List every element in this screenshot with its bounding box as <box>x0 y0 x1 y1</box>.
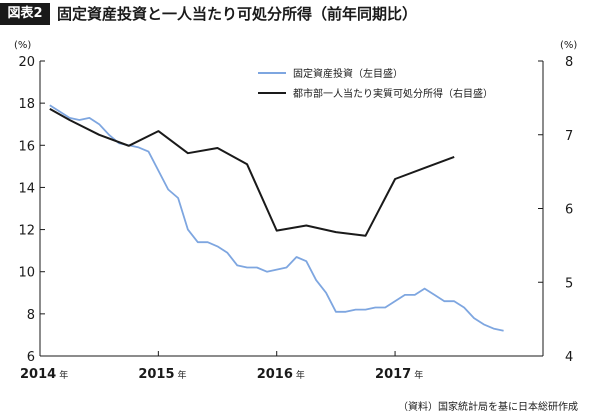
right-tick-label: 6 <box>565 203 573 218</box>
right-tick-label: 7 <box>565 129 573 144</box>
x-tick-label: 2015 年 <box>138 367 186 382</box>
year-suffix: 年 <box>178 369 187 381</box>
series-layer <box>49 104 504 332</box>
year-suffix: 年 <box>296 369 305 381</box>
left-tick-label: 18 <box>18 97 35 112</box>
year-suffix: 年 <box>414 369 423 381</box>
x-tick-label: 2016 年 <box>257 367 305 382</box>
fixed-asset-series-line <box>49 104 504 332</box>
income-series-line <box>49 108 455 237</box>
year-number: 2017 <box>375 367 411 382</box>
left-tick-label: 8 <box>27 308 35 323</box>
right-tick-label: 5 <box>565 276 573 291</box>
source-note: （資料）国家統計局を基に日本総研作成 <box>398 400 578 413</box>
left-tick-label: 6 <box>27 350 35 365</box>
left-tick-label: 16 <box>18 139 35 154</box>
year-number: 2014 <box>20 367 56 382</box>
x-tick-label: 2017 年 <box>375 367 423 382</box>
left-axis-unit: (%) <box>14 40 31 51</box>
legend: 固定資産投資（左目盛） 都市部一人当たり実質可処分所得（右目盛） <box>258 67 493 100</box>
legend-label: 都市部一人当たり実質可処分所得（右目盛） <box>293 87 493 100</box>
legend-label: 固定資産投資（左目盛） <box>293 67 403 80</box>
left-tick-label: 10 <box>18 266 35 281</box>
right-tick-label: 8 <box>565 55 573 70</box>
right-tick-label: 4 <box>565 350 573 365</box>
left-tick-label: 12 <box>18 224 35 239</box>
chart-header: 図表2 固定資産投資と一人当たり可処分所得（前年同期比） <box>0 0 591 30</box>
x-tick-label: 2014 年 <box>20 367 68 382</box>
year-suffix: 年 <box>59 369 68 381</box>
chart-title: 固定資産投資と一人当たり可処分所得（前年同期比） <box>57 5 418 23</box>
year-number: 2015 <box>138 367 174 382</box>
right-axis-unit: (%) <box>560 40 577 51</box>
year-number: 2016 <box>257 367 293 382</box>
figure-label: 図表2 <box>0 3 50 25</box>
left-tick-label: 20 <box>18 55 35 70</box>
left-tick-label: 14 <box>18 181 35 196</box>
